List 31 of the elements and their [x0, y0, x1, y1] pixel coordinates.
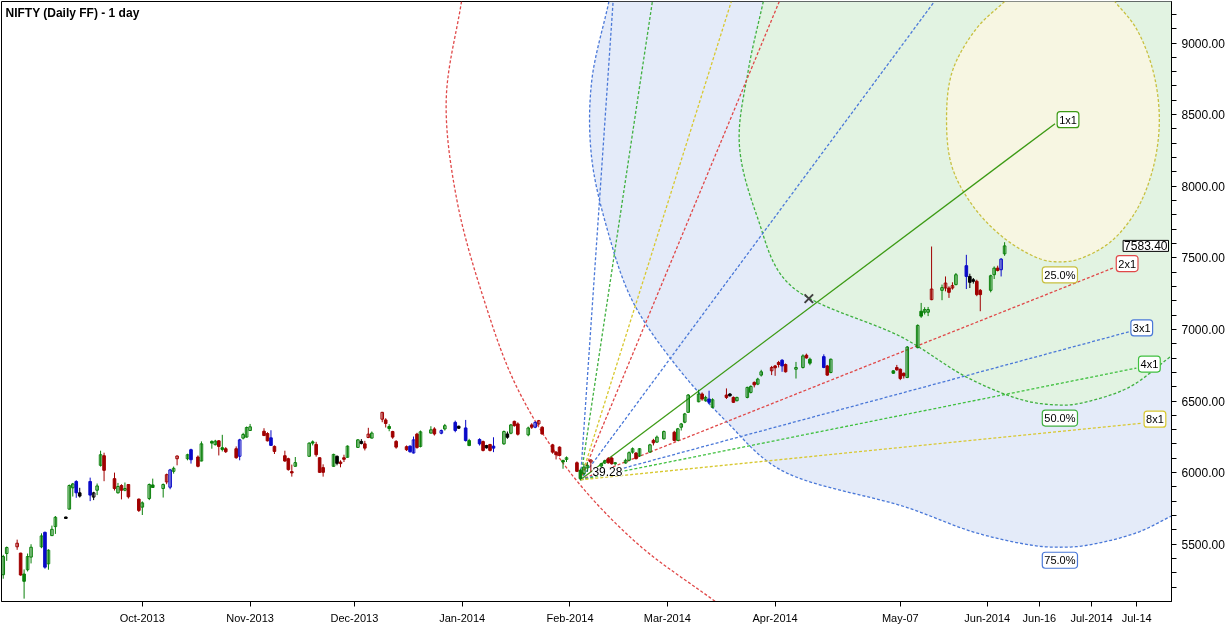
annotation: 39.28	[592, 465, 623, 480]
series-label: 3x1	[1132, 321, 1151, 334]
series-label: 2x1	[1118, 257, 1137, 270]
x-tick-label: Jul-2014	[1070, 611, 1113, 624]
y-tick-label: 5500.00	[1181, 537, 1226, 552]
series-label: 1x1	[1059, 113, 1077, 126]
y-tick-label: 6000.00	[1181, 466, 1226, 481]
y-tick-label: 9000.00	[1181, 36, 1226, 51]
series-label: 4x1	[1140, 358, 1159, 371]
x-tick-label: Dec-2013	[330, 611, 379, 624]
series-label: 50.0%	[1044, 412, 1076, 425]
x-tick-label: Jun-2014	[964, 611, 1011, 624]
y-tick-label: 7500.00	[1181, 251, 1226, 266]
x-tick-label: Jun-16	[1022, 611, 1057, 624]
series-label: 8x1	[1146, 413, 1164, 426]
x-tick-label: Feb-2014	[546, 611, 594, 624]
x-tick-label: Jul-14	[1121, 611, 1152, 624]
x-tick-label: Mar-2014	[643, 611, 691, 624]
y-tick-label: 6500.00	[1181, 394, 1226, 409]
y-tick-label: 8500.00	[1181, 108, 1226, 123]
x-tick-label: Jan-2014	[439, 611, 486, 624]
x-tick-label: Oct-2013	[119, 611, 165, 624]
series-label: 75.0%	[1044, 554, 1076, 567]
y-tick-label: 8000.00	[1181, 179, 1226, 194]
series-label: 25.0%	[1044, 268, 1076, 281]
annotation: 7583.40	[1124, 239, 1168, 254]
chart-title: NIFTY (Daily FF) - 1 day	[5, 5, 140, 20]
y-tick-label: 7000.00	[1181, 322, 1226, 337]
x-tick-label: Nov-2013	[226, 611, 274, 624]
x-tick-label: May-07	[881, 611, 919, 624]
x-tick-label: Apr-2014	[752, 611, 798, 624]
